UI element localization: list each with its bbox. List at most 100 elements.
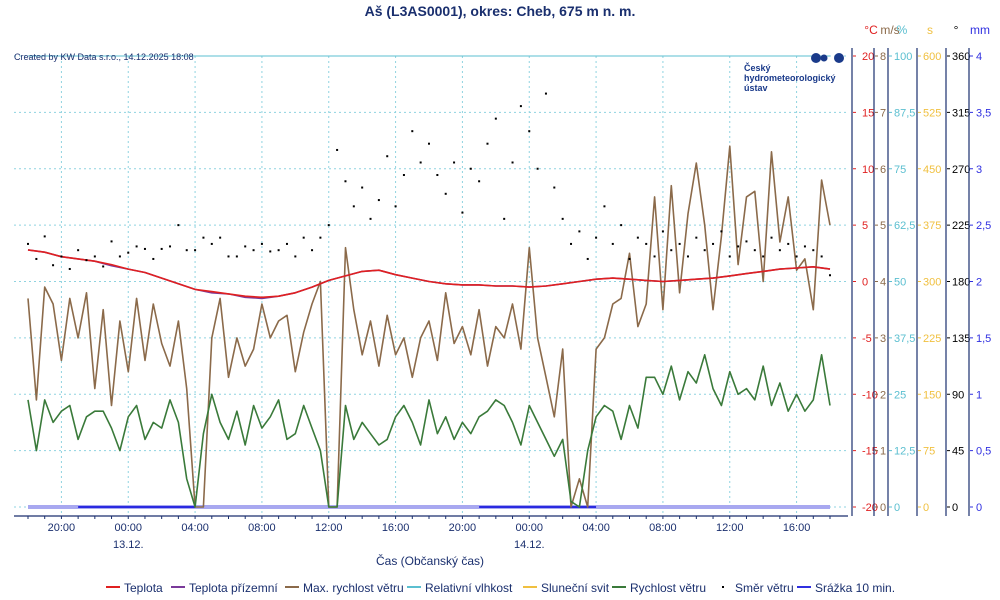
wind-direction-point (544, 92, 547, 95)
y-tick-label: 450 (923, 164, 941, 176)
y-tick-label: 37,5 (894, 333, 915, 345)
y-tick-label: 50 (894, 277, 906, 289)
wind-direction-point (327, 224, 330, 227)
wind-direction-point (227, 255, 230, 258)
y-tick-label: 75 (894, 164, 906, 176)
y-tick-label: 4 (976, 51, 982, 63)
wind-direction-point (670, 249, 673, 252)
y-tick-label: 2 (880, 389, 886, 401)
wind-direction-point (795, 255, 798, 258)
legend-item: Max. rychlost větru (303, 581, 404, 595)
wind-direction-point (745, 240, 748, 243)
wind-direction-point (628, 257, 631, 260)
y-tick-label: 0 (880, 502, 886, 514)
y-axes: °C20151050-5-10-15-20m/s876543210%10087,… (851, 23, 991, 516)
legend-item: Teplota přízemní (189, 581, 278, 595)
wind-direction-point (686, 255, 689, 258)
logo-text-line: Český (744, 62, 771, 73)
wind-direction-point (469, 167, 472, 170)
y-tick-label: 10 (862, 164, 874, 176)
x-tick-label: 16:00 (382, 522, 410, 534)
wind-direction-point (536, 167, 539, 170)
wind-direction-point (27, 242, 29, 245)
y-tick-label: 315 (952, 107, 970, 119)
wind-direction-point (185, 249, 188, 252)
wind-direction-point (703, 249, 706, 252)
y-tick-label: 7 (880, 107, 886, 119)
y-tick-label: 300 (923, 277, 941, 289)
wind-direction-point (219, 236, 222, 239)
wind-direction-point (762, 255, 765, 258)
wind-direction-point (277, 249, 280, 252)
y-tick-label: 3 (976, 164, 982, 176)
wind-direction-point (302, 236, 305, 239)
wind-direction-point (586, 257, 589, 260)
y-tick-label: 0 (894, 502, 900, 514)
y-tick-label: 2 (976, 277, 982, 289)
wind-direction-point (611, 242, 614, 245)
y-axis-unit: % (897, 23, 908, 37)
y-axis-unit: °C (864, 23, 878, 37)
wind-direction-point (829, 274, 831, 277)
y-tick-label: 12,5 (894, 446, 915, 458)
y-tick-label: 6 (880, 164, 886, 176)
wind-direction-point (77, 249, 80, 252)
wind-direction-point (444, 192, 447, 195)
wind-direction-point (135, 245, 138, 248)
x-tick-label: 12:00 (315, 522, 343, 534)
series-rychlost-vetru (27, 353, 831, 508)
legend-item: Směr větru (735, 581, 794, 595)
wind-direction-point (402, 174, 405, 177)
y-tick-label: 225 (952, 220, 970, 232)
y-tick-label: 360 (952, 51, 970, 63)
wind-direction-point (753, 249, 756, 252)
y-tick-label: 525 (923, 107, 941, 119)
grid (14, 55, 848, 516)
y-tick-label: 135 (952, 333, 970, 345)
wind-direction-point (127, 251, 130, 254)
y-tick-label: 20 (862, 51, 874, 63)
wind-direction-point (720, 230, 723, 233)
wind-direction-point (260, 242, 263, 245)
y-axis-unit: s (927, 23, 933, 37)
wind-direction-point (770, 236, 773, 239)
x-axis: 20:00 00:00 04:00 08:00 12:00 16:00 20:00 00:00… (14, 515, 848, 551)
wind-direction-point (244, 245, 247, 248)
wind-direction-point (419, 161, 422, 164)
y-tick-label: 5 (862, 220, 868, 232)
wind-direction-point (661, 230, 664, 233)
legend-item: Sluneční svit (541, 581, 610, 595)
y-tick-label: 3,5 (976, 107, 991, 119)
wind-direction-point (653, 255, 656, 258)
wind-direction-point (235, 255, 238, 258)
y-tick-label: 150 (923, 389, 941, 401)
wind-direction-point (143, 247, 146, 250)
wind-direction-point (411, 130, 414, 133)
wind-direction-point (152, 257, 155, 260)
legend: Teplota Teplota přízemní Max. rychlost vět… (106, 581, 895, 595)
wind-direction-point (102, 265, 105, 268)
wind-direction-point (636, 236, 639, 239)
wind-direction-point (494, 117, 497, 120)
x-axis-label: Čas (Občanský čas) (376, 553, 484, 568)
y-tick-label: 15 (862, 107, 874, 119)
wind-direction-point (194, 249, 197, 252)
series-max-rychlost-vetru (27, 145, 831, 508)
logo-dot (834, 53, 844, 63)
wind-direction-point (553, 186, 556, 189)
wind-direction-point (528, 130, 531, 133)
y-tick-label: 0 (976, 502, 982, 514)
x-tick-label: 12:00 (716, 522, 744, 534)
y-tick-label: 87,5 (894, 107, 915, 119)
wind-direction-point (336, 148, 339, 151)
wind-direction-point (177, 224, 180, 227)
y-axis-unit: mm (970, 23, 990, 37)
y-tick-label: 25 (894, 389, 906, 401)
y-tick-label: -5 (862, 333, 872, 345)
y-tick-label: 4 (880, 277, 886, 289)
x-tick-label: 04:00 (582, 522, 610, 534)
wind-direction-point (620, 224, 623, 227)
chart-title: Aš (L3AS0001), okres: Cheb, 675 m n. m. (365, 3, 636, 19)
logo-text-line: ústav (744, 83, 768, 93)
legend-item: Relativní vlhkost (425, 581, 513, 595)
